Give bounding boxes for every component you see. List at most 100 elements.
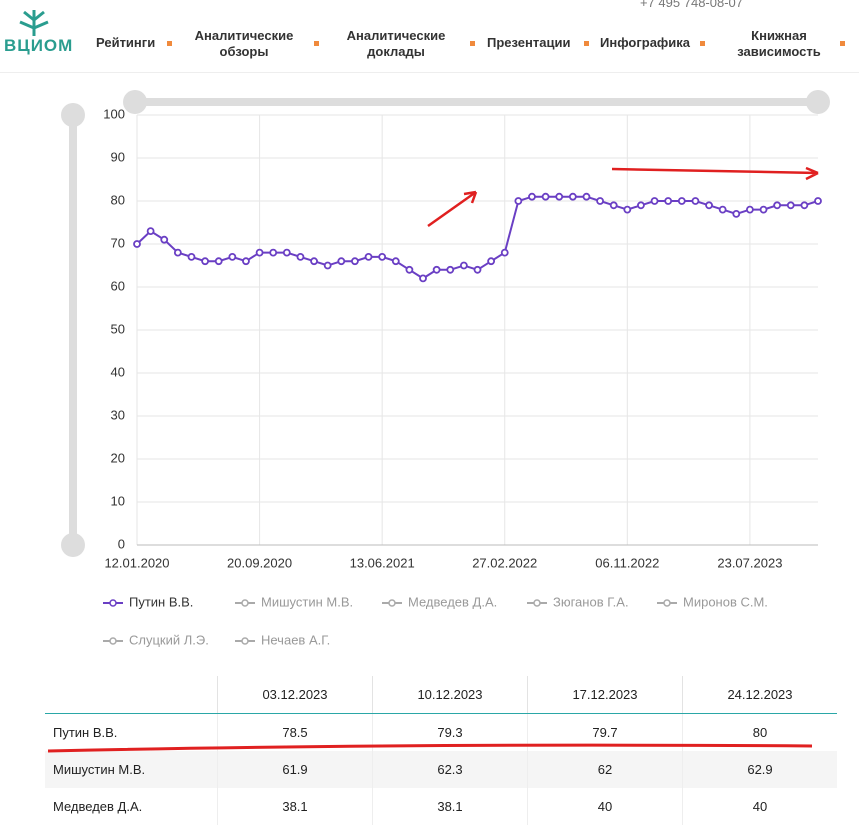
point	[500, 248, 509, 257]
nav-dot	[700, 41, 705, 46]
slider-handle[interactable]	[123, 90, 147, 114]
point	[201, 257, 210, 266]
point	[664, 197, 673, 205]
annotation-underline	[47, 743, 813, 753]
nav-item[interactable]: Аналитические доклады	[346, 28, 446, 59]
point	[364, 252, 373, 261]
legend-item[interactable]: Мишустин М.В.	[235, 594, 353, 609]
legend-label: Зюганов Г.А.	[553, 594, 629, 609]
legend-label: Путин В.В.	[129, 594, 193, 609]
point	[214, 257, 223, 266]
point	[473, 265, 482, 274]
legend-marker	[109, 599, 117, 607]
annotation-layer	[47, 743, 813, 753]
nav-dot	[584, 41, 589, 46]
table-cell: 38.1	[372, 788, 528, 825]
nav-item[interactable]: Рейтинги	[96, 35, 156, 50]
logo[interactable]: ВЦИОМ	[4, 36, 74, 55]
point	[732, 209, 741, 218]
legend-label: Миронов С.М.	[683, 594, 768, 609]
point	[528, 192, 536, 201]
y-tick-label: 0	[118, 536, 125, 551]
point	[514, 197, 523, 205]
point	[487, 257, 496, 266]
legend-item[interactable]: Миронов С.М.	[657, 594, 768, 609]
y-tick-label: 40	[111, 364, 125, 379]
row-name: Путин В.В.	[53, 725, 118, 740]
point	[133, 240, 141, 248]
point	[650, 197, 659, 205]
point	[269, 248, 278, 257]
row-name: Медведев Д.А.	[53, 799, 143, 814]
header-cell: 24.12.2023	[682, 676, 837, 714]
nav-dot	[314, 41, 319, 46]
legend-item[interactable]: Медведев Д.А.	[382, 594, 497, 609]
point	[637, 201, 645, 210]
point	[310, 257, 318, 266]
header-cell: 17.12.2023	[527, 676, 683, 714]
point	[282, 248, 291, 257]
row-name: Мишустин М.В.	[45, 751, 218, 788]
nav-item[interactable]: Аналитические обзоры	[194, 28, 294, 59]
point	[541, 192, 550, 201]
legend-label: Слуцкий Л.Э.	[129, 632, 209, 647]
point	[786, 201, 795, 210]
nav-item[interactable]: Презентации	[487, 35, 571, 50]
point	[677, 197, 686, 205]
point	[596, 197, 604, 205]
legend-marker	[663, 599, 671, 607]
legend-label: Медведев Д.А.	[408, 594, 497, 609]
legend-label: Нечаев А.Г.	[261, 632, 330, 647]
legend-marker	[388, 599, 396, 607]
legend-item[interactable]: Слуцкий Л.Э.	[103, 632, 209, 647]
table-cell: 62.9	[682, 751, 837, 788]
table-cell: 40	[527, 788, 683, 825]
legend-item[interactable]: Зюганов Г.А.	[527, 594, 629, 609]
legend: Путин В.В. Мишустин М.В. Медведев Д.А. Зюга…	[103, 594, 768, 647]
slider-handle[interactable]	[806, 90, 830, 114]
point	[718, 205, 727, 214]
x-tick-label: 13.06.2021	[350, 555, 415, 570]
logo-icon	[19, 10, 49, 36]
table-cell: 61.9	[217, 751, 373, 788]
y-tick-label: 30	[111, 407, 125, 422]
point	[228, 252, 237, 261]
point	[705, 201, 713, 210]
y-tick-label: 70	[111, 235, 125, 250]
x-tick-label: 27.02.2022	[472, 555, 537, 570]
point	[814, 197, 822, 205]
x-tick-label: 12.01.2020	[104, 555, 169, 570]
point	[173, 248, 182, 257]
legend-item[interactable]: Путин В.В.	[103, 594, 193, 609]
legend-item[interactable]: Нечаев А.Г.	[235, 632, 330, 647]
x-tick-label: 06.11.2022	[595, 555, 659, 570]
point	[378, 252, 387, 261]
slider-handle[interactable]	[61, 103, 85, 127]
annotation-arrow	[427, 190, 478, 228]
nav-item[interactable]: Книжная зависимость	[737, 28, 821, 59]
point	[255, 248, 264, 257]
y-tick-label: 60	[111, 278, 125, 293]
y-tick-label: 20	[111, 450, 125, 465]
legend-label: Мишустин М.В.	[261, 594, 353, 609]
point	[691, 197, 700, 205]
point	[323, 261, 332, 270]
point	[296, 252, 305, 261]
point	[337, 257, 346, 266]
point	[405, 265, 414, 274]
slider-handle[interactable]	[61, 533, 85, 557]
point	[419, 274, 427, 283]
legend-marker	[241, 599, 249, 607]
point	[242, 257, 250, 266]
nav-dot	[167, 41, 172, 46]
nav-item[interactable]: Инфографика	[600, 35, 691, 50]
phone[interactable]: +7 495 748-08-07	[640, 0, 744, 10]
table-cell: 38.1	[217, 788, 373, 825]
legend-marker	[109, 637, 117, 645]
y-tick-label: 50	[111, 321, 125, 336]
table-cell: 40	[682, 788, 837, 825]
point	[160, 235, 169, 244]
y-tick-label: 90	[111, 149, 125, 164]
data-table: 03.12.2023 10.12.2023 17.12.2023 24.12.2023…	[45, 676, 837, 825]
